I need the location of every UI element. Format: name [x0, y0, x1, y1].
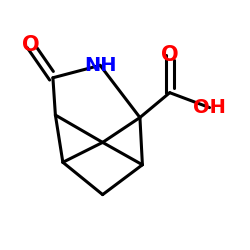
- Text: OH: OH: [193, 98, 226, 117]
- Text: NH: NH: [84, 56, 116, 75]
- Text: O: O: [22, 36, 39, 56]
- Text: O: O: [161, 46, 178, 66]
